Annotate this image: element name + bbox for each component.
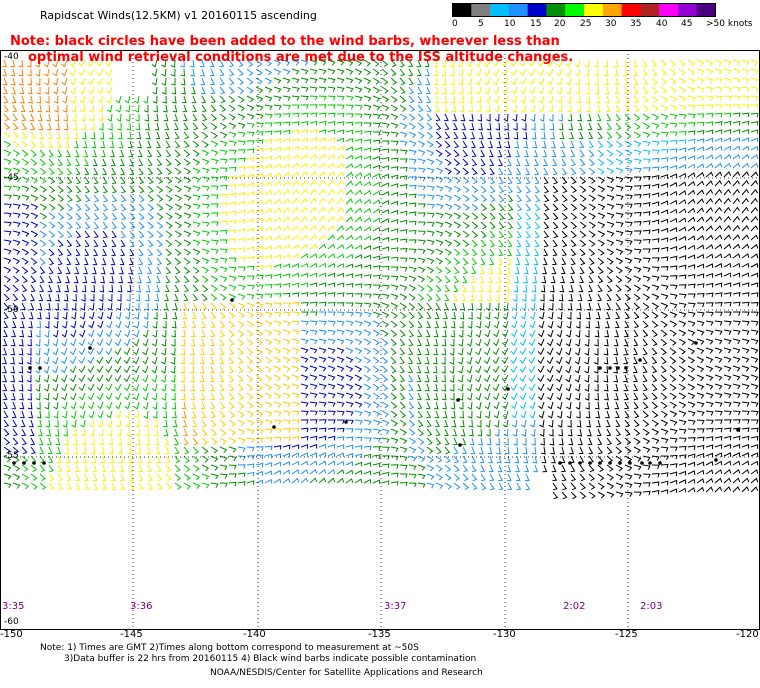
- lon-label-145: -145: [120, 629, 143, 640]
- lon-label-150: -150: [0, 629, 23, 640]
- legend-swatch: [602, 3, 622, 17]
- legend-label: 5: [478, 19, 484, 29]
- wind-speed-legend: 0 5 10 15 20 25 30 35 40 45 >50 knots: [452, 3, 753, 37]
- lat-label-55: -55: [4, 451, 19, 461]
- legend-label: 35: [630, 19, 642, 29]
- legend-swatch: [546, 3, 566, 17]
- time-tag-1: 3:35: [2, 601, 25, 612]
- altitude-note-line2: optimal wind retrieval conditions are me…: [28, 50, 574, 65]
- legend-label: 15: [530, 19, 542, 29]
- time-tag-3: 3:37: [384, 601, 407, 612]
- legend-swatch: [621, 3, 641, 17]
- legend-swatch: [677, 3, 698, 17]
- lon-label-125: -125: [615, 629, 638, 640]
- lon-label-120: -120: [736, 629, 759, 640]
- lat-label-40: -40: [4, 52, 19, 62]
- altitude-note-line1: Note: black circles have been added to t…: [10, 34, 560, 49]
- time-tag-4: 2:02: [563, 601, 586, 612]
- lat-label-60: -60: [4, 617, 19, 627]
- lon-label-135: -135: [368, 629, 391, 640]
- altitude-note: Note: black circles have been added to t…: [10, 34, 573, 66]
- legend-swatch: [640, 3, 660, 17]
- legend-label: 0: [452, 19, 458, 29]
- legend-swatch: [659, 3, 679, 17]
- lat-label-45: -45: [4, 173, 19, 183]
- legend-swatch: [696, 3, 716, 17]
- legend-label: 25: [580, 19, 592, 29]
- legend-label: 40: [656, 19, 668, 29]
- wind-barb-map: [0, 50, 760, 630]
- legend-label: 20: [554, 19, 566, 29]
- legend-swatch: [584, 3, 604, 17]
- legend-swatch: [527, 3, 547, 17]
- lon-label-140: -140: [243, 629, 266, 640]
- time-tag-5: 2:03: [640, 601, 663, 612]
- footer-note-2: 3)Data buffer is 22 hrs from 20160115 4)…: [64, 654, 477, 664]
- legend-label: 10: [504, 19, 516, 29]
- legend-color-bar: [452, 3, 716, 17]
- legend-swatch: [471, 3, 491, 17]
- legend-label: >50 knots: [706, 19, 753, 29]
- legend-swatch: [508, 3, 528, 17]
- legend-swatch: [452, 3, 472, 17]
- legend-label: 45: [681, 19, 693, 29]
- map-title: Rapidscat Winds(12.5KM) v1 20160115 asce…: [40, 9, 317, 22]
- legend-swatch: [490, 3, 510, 17]
- footer-note-1: Note: 1) Times are GMT 2)Times along bot…: [40, 643, 419, 653]
- lat-label-50: -50: [4, 305, 19, 315]
- time-tag-2: 3:36: [130, 601, 153, 612]
- lon-label-130: -130: [493, 629, 516, 640]
- legend-swatch: [565, 3, 585, 17]
- footer-credit: NOAA/NESDIS/Center for Satellite Applica…: [210, 668, 483, 678]
- legend-label: 30: [605, 19, 617, 29]
